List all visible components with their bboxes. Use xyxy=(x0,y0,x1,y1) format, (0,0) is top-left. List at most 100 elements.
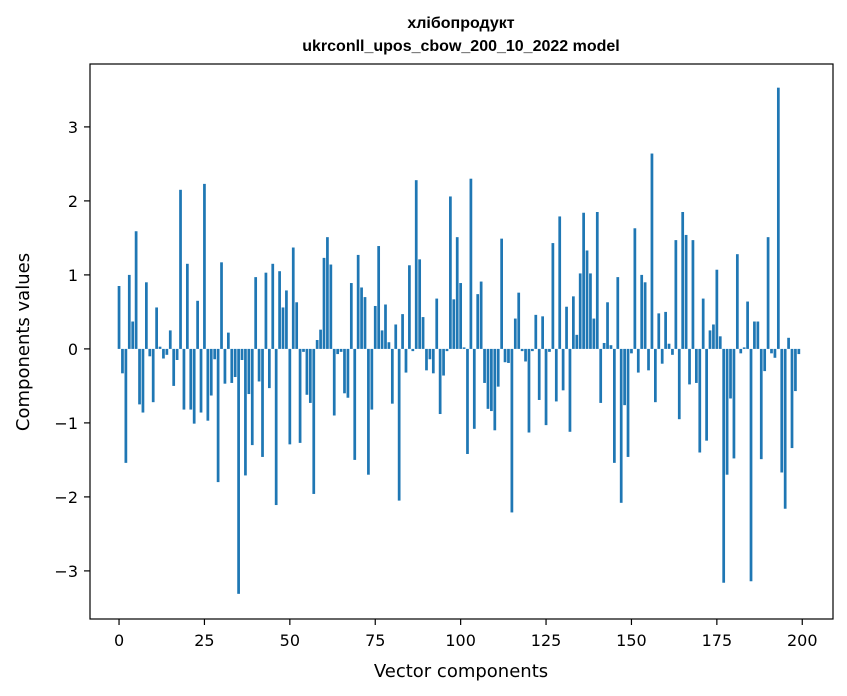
bar xyxy=(380,330,384,349)
bar xyxy=(336,348,340,355)
bar xyxy=(216,348,220,483)
bar xyxy=(353,348,357,460)
bar xyxy=(780,348,784,473)
x-tick-label: 25 xyxy=(194,631,214,650)
bar xyxy=(312,348,316,494)
bar xyxy=(261,348,264,457)
bar xyxy=(524,348,527,362)
x-tick-label: 50 xyxy=(280,631,300,650)
bar xyxy=(701,298,705,349)
x-tick-label: 75 xyxy=(365,631,385,650)
bar xyxy=(449,196,452,349)
bar xyxy=(182,348,186,410)
bar xyxy=(281,307,285,349)
bar xyxy=(572,296,575,349)
bar xyxy=(712,324,715,349)
x-tick-label: 100 xyxy=(445,631,476,650)
bar xyxy=(589,273,592,349)
bar xyxy=(134,231,138,349)
bar xyxy=(168,330,172,349)
bar xyxy=(490,348,493,412)
bar xyxy=(715,269,719,349)
bar xyxy=(476,294,480,349)
bar xyxy=(694,348,698,383)
bar xyxy=(472,348,476,429)
x-tick-label: 0 xyxy=(114,631,124,650)
bar xyxy=(619,348,623,503)
bar xyxy=(698,348,702,453)
bar xyxy=(654,348,657,403)
bar xyxy=(742,347,746,349)
bar xyxy=(790,348,794,449)
bar xyxy=(773,348,777,358)
bar xyxy=(565,306,568,349)
bar xyxy=(739,348,743,354)
bar xyxy=(657,313,661,349)
bar xyxy=(756,321,760,349)
bar xyxy=(346,348,350,398)
bar xyxy=(650,153,654,349)
bar xyxy=(425,348,428,371)
chart-title: хлібопродукт xyxy=(407,15,514,32)
bar xyxy=(551,243,555,349)
bar xyxy=(408,265,411,349)
y-tick-label: 2 xyxy=(68,192,78,211)
bar xyxy=(783,348,787,509)
bar xyxy=(213,348,217,360)
bar xyxy=(233,348,237,378)
bar xyxy=(459,283,463,349)
bar xyxy=(394,324,398,349)
bar xyxy=(401,314,404,349)
bar xyxy=(548,348,551,352)
bar xyxy=(613,348,616,463)
y-tick-label: 3 xyxy=(68,118,78,137)
bar xyxy=(753,321,756,349)
bar xyxy=(435,298,439,349)
bar xyxy=(585,250,589,349)
bar xyxy=(274,348,278,506)
bar xyxy=(691,240,695,349)
bar xyxy=(127,274,131,349)
bar xyxy=(121,348,124,374)
bar xyxy=(305,348,309,395)
x-tick-label: 125 xyxy=(531,631,562,650)
bar xyxy=(503,348,507,363)
bar xyxy=(411,348,415,352)
bar xyxy=(404,348,408,373)
bar xyxy=(192,348,196,424)
bar xyxy=(155,307,158,349)
bar xyxy=(124,348,128,463)
bar xyxy=(172,348,176,386)
bar xyxy=(732,348,736,459)
y-tick-label: −2 xyxy=(54,488,78,507)
bar xyxy=(189,348,193,410)
bar xyxy=(797,348,801,355)
bar xyxy=(493,348,497,431)
bar xyxy=(384,304,387,349)
bar xyxy=(630,348,633,354)
bar xyxy=(326,237,329,349)
bar xyxy=(517,292,521,349)
bar xyxy=(363,297,367,349)
bar xyxy=(513,318,517,349)
bar xyxy=(319,329,322,349)
bar xyxy=(226,332,230,349)
bar xyxy=(254,277,258,349)
bar xyxy=(486,348,490,409)
bar xyxy=(671,348,674,355)
y-tick-label: −1 xyxy=(54,414,78,433)
bar xyxy=(766,237,770,349)
x-tick-label: 200 xyxy=(787,631,818,650)
bar xyxy=(527,348,531,433)
y-tick-label: 0 xyxy=(68,340,78,359)
bar xyxy=(387,342,391,349)
bar xyxy=(558,216,562,349)
bar xyxy=(681,212,685,349)
bar xyxy=(349,283,353,349)
chart-subtitle: ukrconll_upos_cbow_200_10_2022 model xyxy=(302,38,619,55)
bar xyxy=(322,257,326,349)
bar xyxy=(230,348,234,383)
bar xyxy=(223,348,227,384)
bar xyxy=(445,348,449,352)
bar xyxy=(206,348,210,421)
